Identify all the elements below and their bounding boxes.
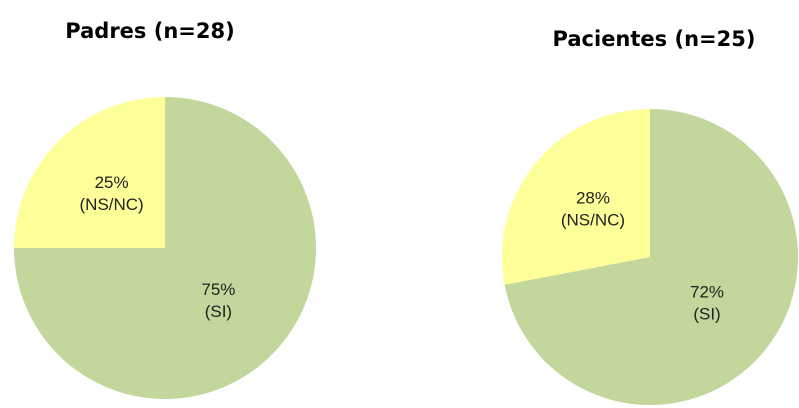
data-label: 25% bbox=[95, 173, 129, 192]
data-label: 75% bbox=[201, 280, 235, 299]
pie-slice bbox=[501, 109, 650, 285]
category-label: (NS/NC) bbox=[561, 210, 625, 229]
chart-title: Pacientes (n=25) bbox=[553, 27, 756, 51]
category-label: (SI) bbox=[693, 305, 720, 324]
pie-slice bbox=[504, 109, 799, 405]
data-label: 28% bbox=[576, 188, 610, 207]
data-label: 72% bbox=[690, 283, 724, 302]
chart-title: Padres (n=28) bbox=[65, 19, 234, 43]
category-label: (SI) bbox=[205, 302, 232, 321]
category-label: (NS/NC) bbox=[80, 195, 144, 214]
pie-slice bbox=[14, 97, 165, 248]
